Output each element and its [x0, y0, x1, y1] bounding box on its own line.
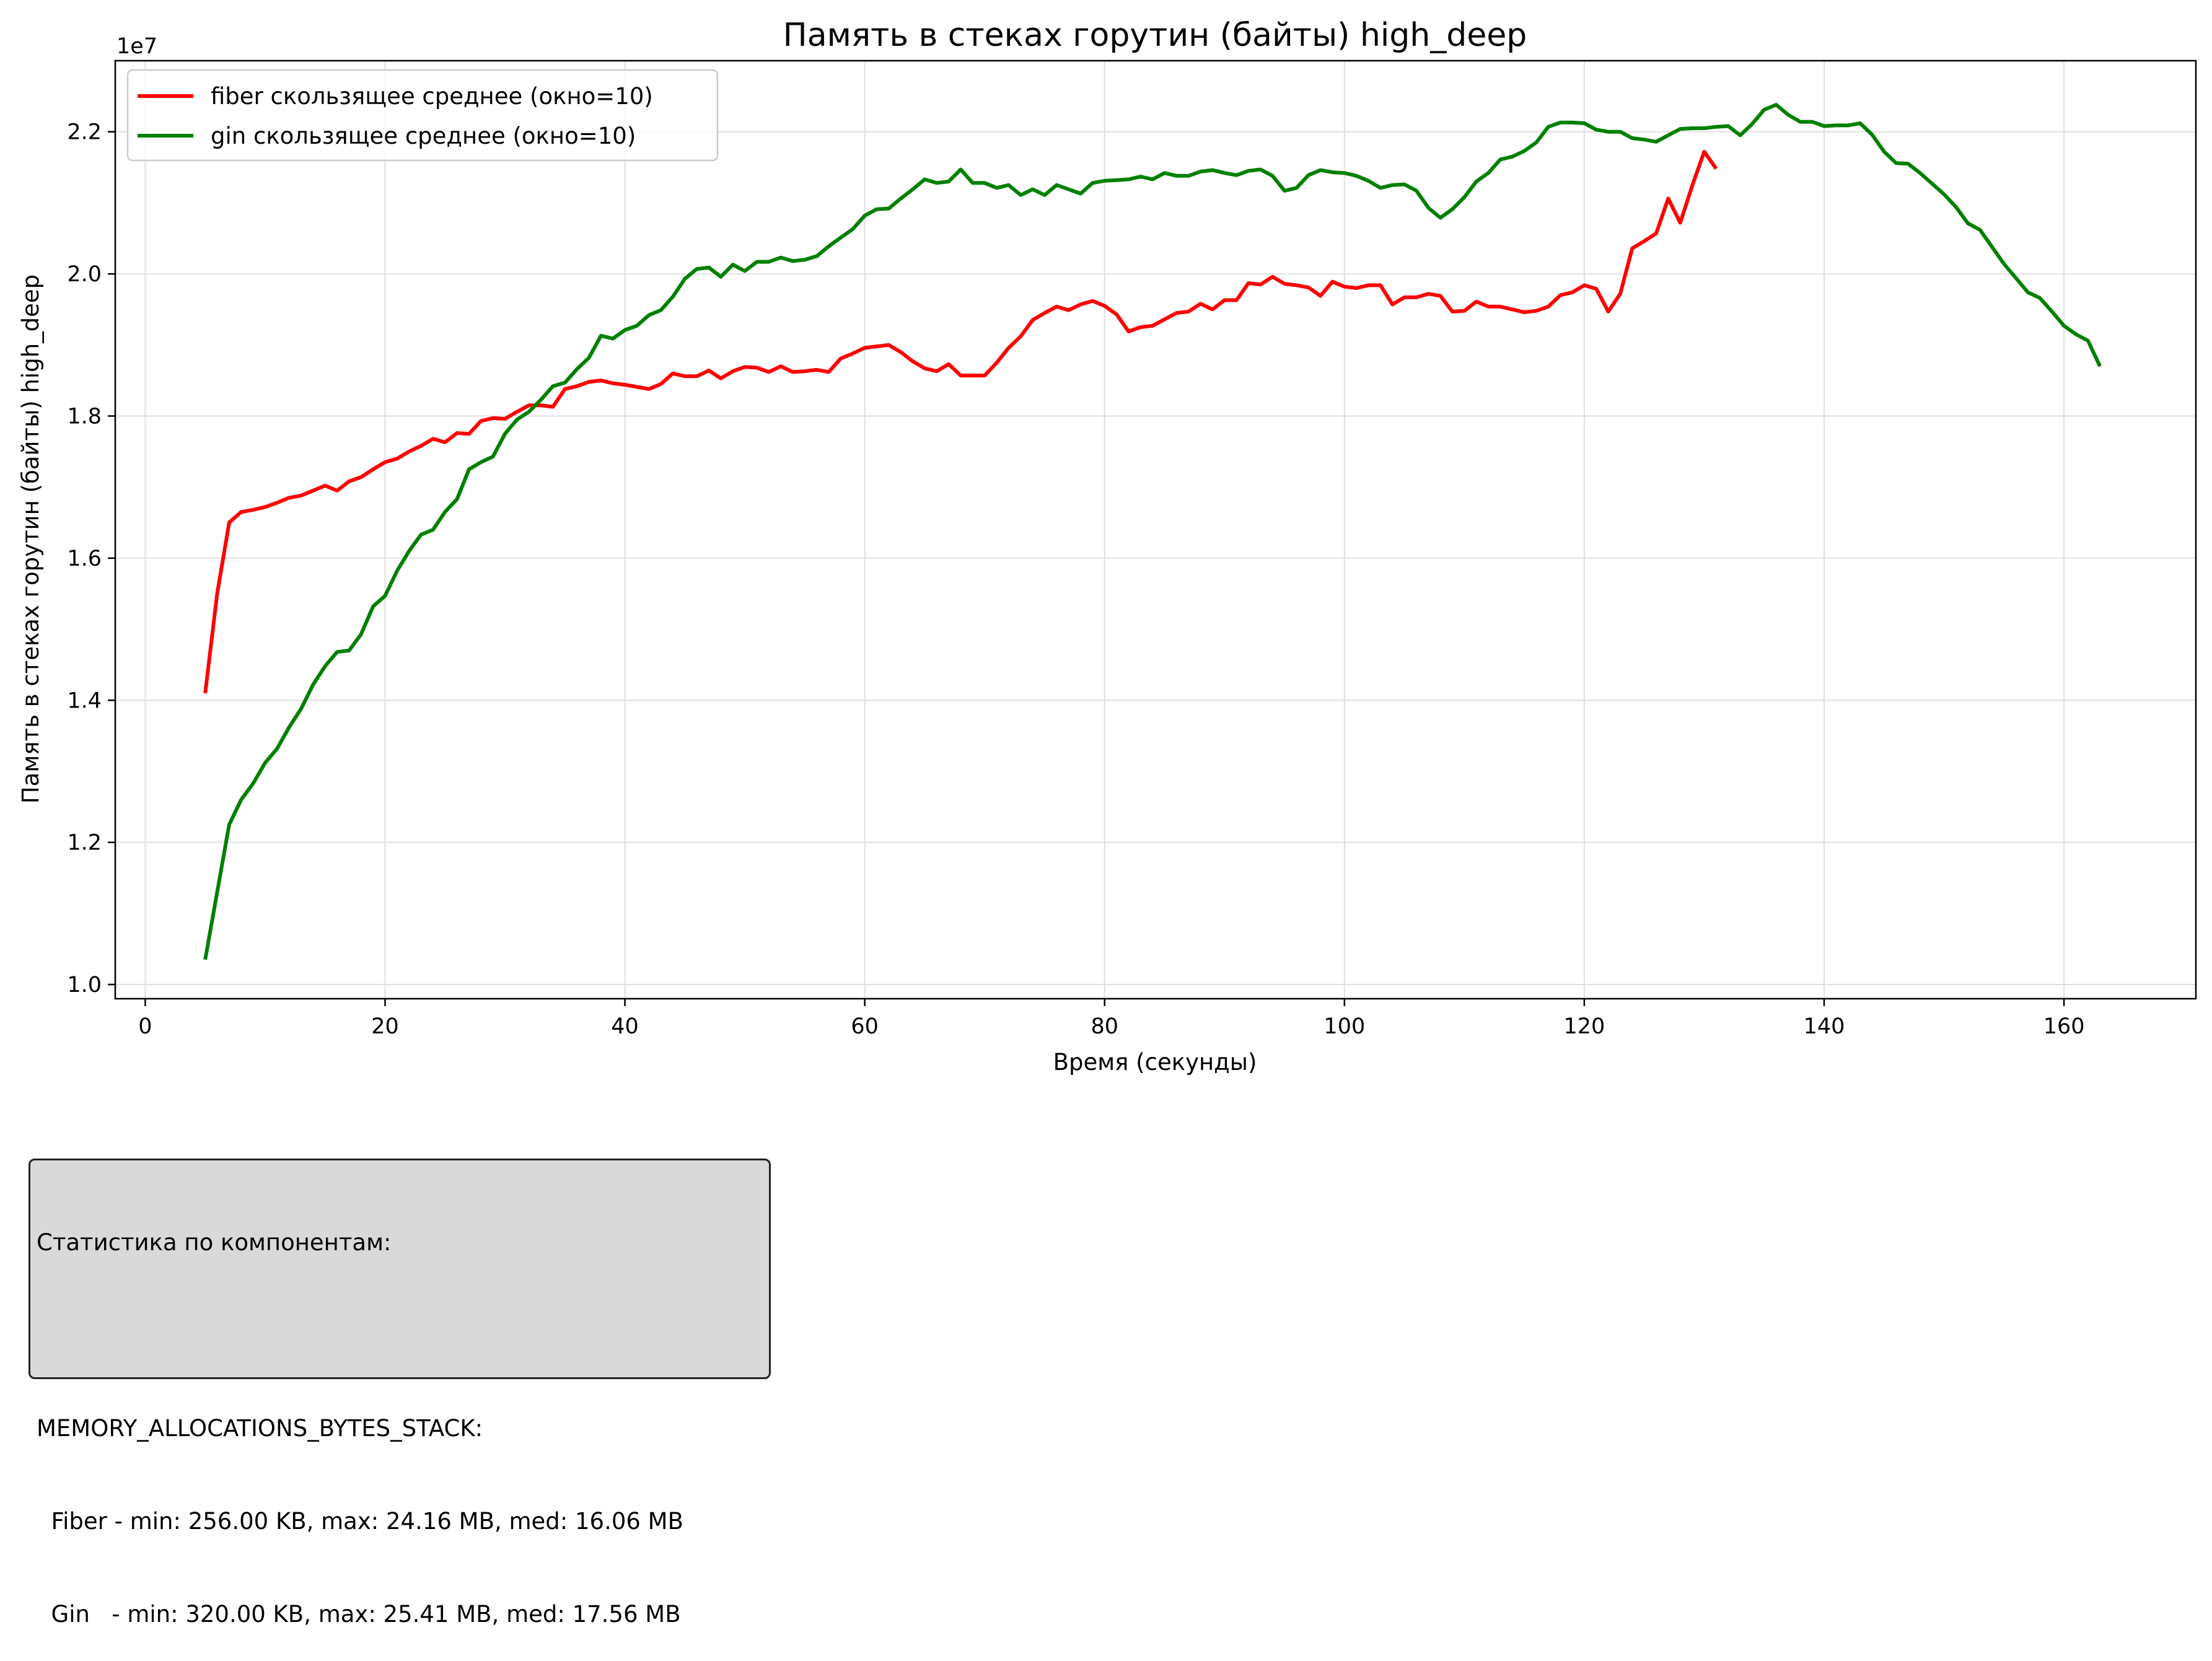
plot-area-frame: [114, 59, 2197, 1000]
series-lines: [203, 103, 2102, 960]
legend: fiber скользящее среднее (окно=10) gin с…: [126, 69, 719, 162]
stats-heading: Статистика по компонентам:: [37, 1229, 392, 1256]
x-tick-label: 0: [138, 1014, 152, 1039]
series-line-gin: [203, 103, 2102, 960]
y-tick-label: 1.2: [67, 831, 102, 856]
y-tick-label: 1.4: [67, 688, 102, 713]
stats-metric-name: MEMORY_ALLOCATIONS_BYTES_STACK:: [37, 1415, 483, 1442]
y-tick-label: 2.0: [67, 262, 102, 287]
x-tick-label: 80: [1091, 1014, 1118, 1039]
y-axis-label: Память в стеках горутин (байты) high_dee…: [17, 274, 44, 804]
stats-gin-line: Gin - min: 320.00 KB, max: 25.41 MB, med…: [37, 1601, 681, 1628]
x-tick-label: 120: [1564, 1014, 1605, 1039]
y-tick-label: 1.8: [67, 404, 102, 429]
stats-blank-line: [37, 1320, 763, 1351]
legend-frame: [126, 69, 719, 162]
x-tick-label: 20: [371, 1014, 399, 1039]
chart-title: Память в стеках горутин (байты) high_dee…: [783, 17, 1527, 54]
y-tick-label: 1.6: [67, 546, 102, 571]
grid: [115, 61, 2196, 999]
y-axis: 1.0 1.2 1.4 1.6 1.8 2.0 2.2: [67, 120, 115, 997]
x-tick-label: 160: [2043, 1014, 2085, 1039]
x-axis: 0 20 40 60 80 100 120 140 160: [138, 999, 2085, 1039]
y-tick-label: 2.2: [67, 120, 102, 145]
y-axis-offset-label: 1e7: [116, 34, 157, 59]
x-tick-label: 140: [1804, 1014, 1845, 1039]
x-tick-label: 40: [611, 1014, 639, 1039]
y-tick-label: 1.0: [67, 973, 102, 997]
stats-fiber-line: Fiber - min: 256.00 KB, max: 24.16 MB, m…: [37, 1508, 683, 1535]
legend-label-fiber: fiber скользящее среднее (окно=10): [211, 83, 653, 110]
statistics-box: Статистика по компонентам: MEMORY_ALLOCA…: [29, 1159, 771, 1628]
x-tick-label: 100: [1323, 1014, 1365, 1039]
legend-label-gin: gin скользящее среднее (окно=10): [211, 123, 636, 149]
x-axis-label: Время (секунды): [1053, 1049, 1257, 1076]
series-line-fiber: [203, 149, 1718, 694]
x-tick-label: 60: [851, 1014, 879, 1039]
